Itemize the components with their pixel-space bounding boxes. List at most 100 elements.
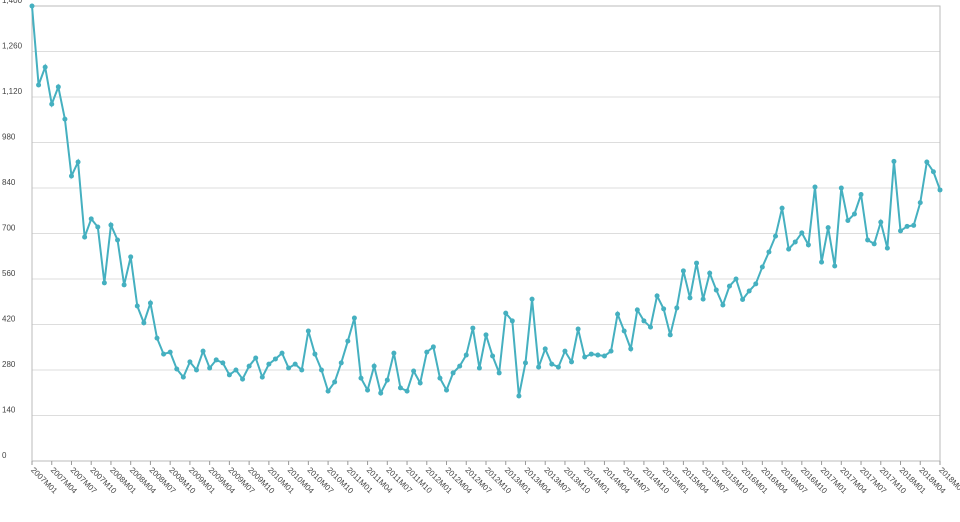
point [911, 222, 917, 228]
point [259, 374, 265, 380]
point [707, 270, 713, 276]
point [799, 230, 805, 236]
y-tick-label: 840 [2, 178, 16, 187]
point [180, 374, 186, 380]
point [542, 346, 548, 352]
point [825, 225, 831, 231]
point [746, 288, 752, 294]
point [279, 350, 285, 356]
point [325, 388, 331, 394]
point [555, 364, 561, 370]
point [338, 360, 344, 366]
point [930, 169, 936, 175]
point [75, 159, 81, 165]
point [266, 361, 272, 367]
point [753, 281, 759, 287]
point [661, 306, 667, 312]
point [384, 377, 390, 383]
point [134, 303, 140, 309]
point [417, 380, 423, 386]
point [305, 328, 311, 334]
point [187, 359, 193, 365]
point [332, 379, 338, 385]
point [759, 264, 765, 270]
point [621, 328, 627, 334]
point [351, 315, 357, 321]
point [82, 234, 88, 240]
point [865, 237, 871, 243]
point [319, 367, 325, 373]
y-tick-label: 0 [2, 451, 7, 460]
point [917, 200, 923, 206]
point [726, 283, 732, 289]
point [463, 352, 469, 358]
point [819, 259, 825, 265]
point [937, 187, 943, 193]
point [233, 367, 239, 373]
point [55, 84, 61, 90]
point [720, 302, 726, 308]
point [397, 385, 403, 391]
y-tick-label: 1,260 [2, 42, 23, 51]
point [805, 242, 811, 248]
point [562, 348, 568, 354]
point [457, 363, 463, 369]
point [601, 353, 607, 359]
point [766, 249, 772, 255]
point [674, 305, 680, 311]
point [654, 293, 660, 299]
point [226, 372, 232, 378]
point [851, 211, 857, 217]
point [878, 219, 884, 225]
point [634, 307, 640, 313]
point [667, 332, 673, 338]
y-tick-label: 140 [2, 406, 16, 415]
point [832, 263, 838, 269]
point [470, 325, 476, 331]
point [450, 370, 456, 376]
point [358, 375, 364, 381]
point [503, 310, 509, 316]
point [101, 280, 107, 286]
point [121, 282, 127, 288]
point [575, 326, 581, 332]
y-tick-label: 700 [2, 224, 16, 233]
point [522, 360, 528, 366]
point [509, 318, 515, 324]
y-tick-label: 280 [2, 360, 16, 369]
point [713, 287, 719, 293]
point [898, 228, 904, 234]
point [700, 296, 706, 302]
point [286, 365, 292, 371]
point [779, 205, 785, 211]
point [200, 348, 206, 354]
point [694, 260, 700, 266]
point [641, 318, 647, 324]
point [62, 116, 68, 122]
point [786, 246, 792, 252]
point [871, 241, 877, 247]
point [220, 360, 226, 366]
y-tick-label: 980 [2, 133, 16, 142]
point [437, 375, 443, 381]
point [483, 332, 489, 338]
point [680, 268, 686, 274]
point [161, 351, 167, 357]
point [924, 159, 930, 165]
point [147, 300, 153, 306]
point [647, 324, 653, 330]
point [272, 356, 278, 362]
point [312, 351, 318, 357]
point [476, 365, 482, 371]
point [582, 354, 588, 360]
point [345, 338, 351, 344]
point [167, 349, 173, 355]
point [628, 346, 634, 352]
y-tick-label: 1,120 [2, 87, 23, 96]
point [68, 173, 74, 179]
point [174, 366, 180, 372]
point [36, 82, 42, 88]
point [904, 223, 910, 229]
point [529, 296, 535, 302]
